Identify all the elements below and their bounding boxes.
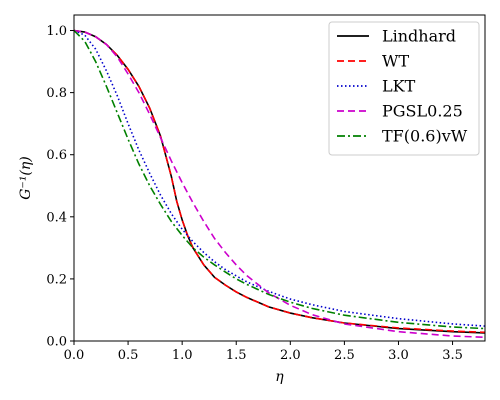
x-axis-label: η bbox=[275, 369, 284, 385]
x-tick-label: 1.5 bbox=[226, 348, 247, 363]
y-axis-ticks: 0.0 0.2 0.4 0.6 0.8 1.0 bbox=[46, 24, 74, 350]
legend-box bbox=[328, 21, 480, 156]
legend-label: TF(0.6)vW bbox=[382, 127, 468, 146]
x-tick-label: 2.5 bbox=[334, 348, 355, 363]
legend: Lindhard WT LKT PGSL0.25 TF(0.6)vW bbox=[328, 21, 480, 156]
x-tick-label: 0.5 bbox=[118, 348, 139, 363]
y-tick-label: 1.0 bbox=[46, 24, 67, 39]
x-tick-label: 2.0 bbox=[280, 348, 301, 363]
series-line-lkt bbox=[74, 29, 485, 327]
y-axis-label: G⁻¹(η) bbox=[18, 156, 34, 200]
x-tick-label: 3.5 bbox=[442, 348, 463, 363]
y-tick-label: 0.0 bbox=[46, 335, 67, 350]
x-tick-label: 0.0 bbox=[64, 348, 85, 363]
x-tick-label: 1.0 bbox=[172, 348, 193, 363]
legend-label: WT bbox=[382, 52, 409, 71]
y-tick-label: 0.6 bbox=[46, 148, 67, 163]
y-tick-label: 0.8 bbox=[46, 86, 67, 101]
y-tick-label: 0.4 bbox=[46, 210, 67, 225]
series-line-wt bbox=[74, 29, 485, 334]
plot-frame bbox=[73, 14, 486, 342]
series-line-pgsl0-25 bbox=[74, 29, 485, 339]
legend-label: LKT bbox=[382, 77, 416, 96]
x-tick-label: 3.0 bbox=[388, 348, 409, 363]
plot-lines bbox=[74, 29, 485, 339]
legend-label: PGSL0.25 bbox=[382, 102, 463, 121]
legend-label: Lindhard bbox=[382, 27, 456, 46]
x-axis-ticks: 0.0 0.5 1.0 1.5 2.0 2.5 3.0 3.5 bbox=[64, 341, 463, 363]
y-tick-label: 0.2 bbox=[46, 272, 67, 287]
series-line-tf-0-6-vw bbox=[74, 29, 485, 330]
